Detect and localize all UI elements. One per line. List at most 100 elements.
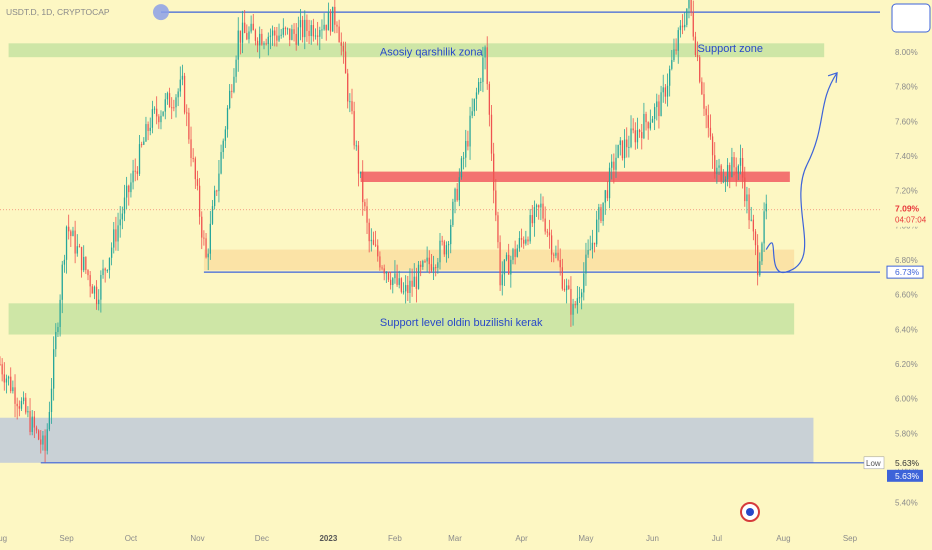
x-tick-label: Dec	[255, 534, 269, 543]
candle-body	[239, 30, 242, 43]
candle-body	[241, 22, 244, 43]
candle-body	[37, 430, 40, 440]
candle-body	[357, 145, 360, 174]
candle-body	[641, 132, 643, 139]
candle-body	[282, 27, 284, 35]
candle-body	[48, 411, 51, 430]
candle-body	[645, 113, 647, 123]
candle-body	[662, 87, 664, 93]
candle-body	[278, 35, 280, 41]
candle-body	[467, 140, 469, 147]
x-tick-label: 2023	[319, 534, 337, 543]
candle-body	[366, 206, 368, 223]
candle-body	[503, 259, 506, 275]
candle-body	[497, 215, 499, 243]
candle-body	[409, 280, 411, 293]
candle-body	[381, 267, 383, 269]
x-tick-label: May	[578, 534, 593, 543]
candle-body	[175, 97, 177, 108]
candle-body	[638, 130, 641, 133]
candle-body	[359, 171, 362, 174]
y-tick-label: 7.60%	[895, 117, 918, 126]
candle-body	[306, 19, 308, 31]
candle-body	[338, 26, 340, 43]
candle-body	[289, 28, 291, 40]
y-tick-label: 7.20%	[895, 187, 918, 196]
candle-body	[615, 157, 617, 170]
candle-body	[529, 215, 531, 242]
candle-body	[181, 75, 184, 80]
candle-body	[694, 36, 697, 55]
candle-body	[477, 82, 480, 93]
candle-body	[548, 232, 551, 236]
candle-body	[164, 99, 166, 112]
candle-body	[484, 47, 486, 58]
x-tick-label: Aug	[776, 534, 790, 543]
candle-body	[89, 275, 91, 287]
candle-body	[407, 285, 409, 293]
candle-body	[544, 218, 546, 232]
square-box-icon[interactable]	[891, 3, 931, 33]
candle-body	[70, 231, 72, 236]
candle-body	[123, 197, 126, 214]
candle-body	[692, 12, 694, 37]
candle-body	[355, 145, 357, 147]
candle-body	[480, 81, 482, 83]
candle-body	[405, 285, 407, 292]
candle-body	[417, 264, 420, 289]
candle-body	[413, 276, 415, 287]
candle-body	[527, 239, 529, 242]
candle-body	[233, 76, 235, 92]
y-tick-label: 8.00%	[895, 48, 918, 57]
candle-body	[44, 435, 46, 451]
candle-body	[327, 11, 330, 31]
candle-body	[211, 206, 214, 224]
candle-body	[630, 128, 632, 147]
candle-body	[115, 229, 117, 242]
candle-body	[761, 243, 763, 262]
candle-body	[475, 92, 478, 99]
candle-body	[578, 297, 581, 299]
x-tick-label: Nov	[190, 534, 204, 543]
candle-body	[493, 153, 495, 191]
candle-body	[741, 157, 744, 178]
candle-body	[57, 327, 59, 332]
candle-body	[538, 205, 540, 208]
zone-support-2	[203, 249, 795, 271]
candle-body	[325, 24, 327, 31]
candle-body	[83, 256, 85, 271]
candle-body	[400, 278, 403, 292]
candle-body	[323, 24, 325, 30]
candle-body	[428, 257, 430, 265]
candle-body	[224, 129, 227, 141]
candle-body	[20, 401, 23, 409]
candle-body	[76, 246, 78, 254]
candle-body	[757, 245, 759, 276]
candle-body	[344, 51, 347, 74]
candle-body	[473, 98, 475, 112]
candle-body	[711, 136, 714, 156]
candle-body	[525, 239, 527, 244]
candle-body	[729, 165, 731, 178]
candle-body	[443, 241, 445, 255]
candle-body	[452, 201, 454, 225]
candle-body	[121, 213, 123, 220]
candle-body	[722, 181, 724, 183]
candle-body	[540, 203, 542, 208]
candle-body	[585, 254, 587, 274]
candle-body	[432, 267, 435, 271]
candle-body	[565, 285, 568, 291]
candle-body	[63, 259, 66, 265]
candle-body	[737, 165, 739, 174]
candle-body	[469, 115, 471, 147]
candle-body	[660, 92, 662, 117]
candle-body	[53, 349, 55, 389]
candle-body	[394, 273, 396, 279]
candle-body	[192, 157, 194, 159]
candle-body	[435, 267, 437, 269]
candle-body	[342, 45, 345, 52]
candle-body	[666, 85, 669, 97]
candle-body	[10, 376, 12, 392]
